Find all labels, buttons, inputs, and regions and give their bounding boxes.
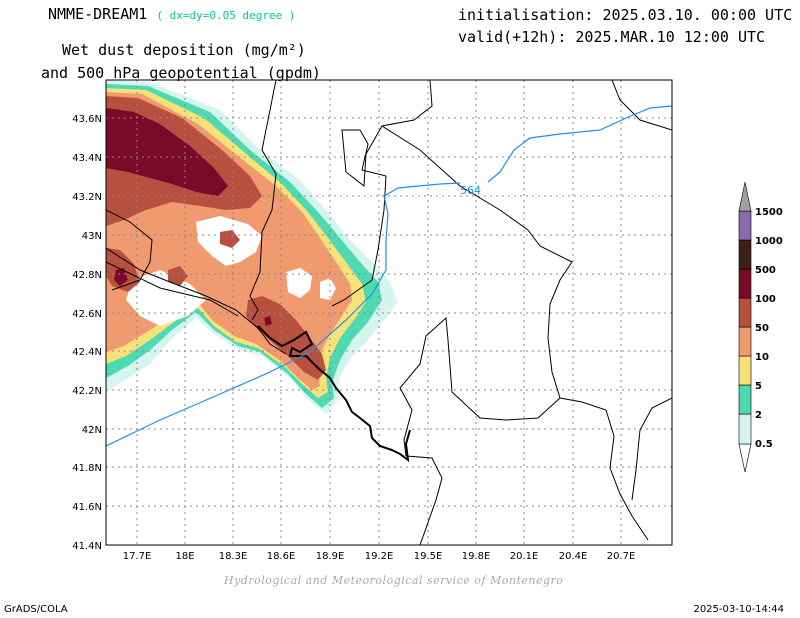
- country-border-3: [381, 125, 573, 399]
- deposition-100-c: [264, 316, 272, 326]
- country-border-9: [106, 261, 239, 317]
- lat-label: 43N: [82, 231, 102, 242]
- model-name: NMME-DREAM1 ( dx=dy=0.05 degree ): [48, 5, 295, 23]
- deposition-100-b: [114, 268, 128, 286]
- lat-label: 42N: [82, 425, 102, 436]
- legend-swatch-10: [738, 326, 752, 357]
- country-border-7: [106, 209, 153, 291]
- legend-swatch-0.5: [738, 413, 752, 445]
- legend-swatch-1000: [738, 210, 752, 241]
- legend-arrow-top: [738, 181, 752, 212]
- borders: [106, 80, 672, 545]
- geopotential-contour: 564: [106, 105, 672, 447]
- legend-arrow-bottom: [738, 443, 752, 473]
- lat-label: 42.8N: [72, 270, 102, 281]
- lat-label: 41.4N: [72, 541, 102, 552]
- color-bar-legend: [738, 181, 752, 473]
- white-gap-2: [286, 268, 312, 298]
- country-border-1: [341, 80, 433, 187]
- legend-label: 100: [755, 294, 776, 305]
- deposition-50-c: [168, 266, 188, 286]
- legend-label: 500: [755, 265, 776, 276]
- country-border-11: [405, 455, 443, 545]
- country-border-4: [559, 397, 649, 541]
- coastline: [257, 325, 411, 463]
- legend-label: 10: [755, 352, 769, 363]
- initialisation-time: initialisation: 2025.03.10. 00:00 UTC: [458, 6, 793, 24]
- grid-lines: [106, 80, 672, 545]
- country-border-12: [611, 80, 672, 131]
- longitude-labels: 17.7E 18E 18.3E 18.6E 18.9E 19.2E 19.5E …: [123, 551, 636, 562]
- country-border-5: [399, 316, 561, 457]
- white-gap-4: [126, 270, 206, 326]
- legend-label: 5: [755, 381, 762, 392]
- lon-label: 18E: [175, 551, 194, 562]
- legend-label: 1500: [755, 207, 783, 218]
- lon-label: 18.3E: [219, 551, 248, 562]
- latitude-labels: 43.6N 43.4N 43.2N 43N 42.8N 42.6N 42.4N …: [72, 114, 102, 552]
- country-border-10: [249, 80, 277, 321]
- lat-label: 42.2N: [72, 386, 102, 397]
- country-border-2: [331, 129, 387, 307]
- lon-label: 20.4E: [559, 551, 588, 562]
- legend-label: 0.5: [755, 439, 773, 450]
- lon-label: 17.7E: [123, 551, 152, 562]
- lat-label: 43.2N: [72, 192, 102, 203]
- map-frame: [105, 79, 673, 546]
- lon-label: 19.8E: [462, 551, 491, 562]
- legend-label: 1000: [755, 236, 783, 247]
- lat-label: 41.8N: [72, 463, 102, 474]
- resolution-note: ( dx=dy=0.05 degree ): [156, 9, 296, 22]
- legend-swatch-2: [738, 384, 752, 415]
- white-gap-3: [320, 278, 336, 300]
- lat-label: 42.4N: [72, 347, 102, 358]
- country-border-6: [631, 397, 672, 501]
- contour-564: [106, 105, 672, 447]
- deposition-50-d: [220, 230, 240, 248]
- valid-time: valid(+12h): 2025.MAR.10 12:00 UTC: [458, 28, 766, 46]
- footer-timestamp: 2025-03-10-14:44: [693, 604, 784, 615]
- lat-label: 43.4N: [72, 153, 102, 164]
- lon-label: 18.6E: [267, 551, 296, 562]
- footer-software: GrADS/COLA: [4, 604, 68, 615]
- legend-swatch-50: [738, 297, 752, 328]
- legend-swatch-100: [738, 268, 752, 299]
- model-title: NMME-DREAM1: [48, 5, 148, 23]
- lat-label: 43.6N: [72, 114, 102, 125]
- legend-labels: 0.5 2 5 10 50 100 500 1000 1500: [755, 207, 783, 450]
- lon-label: 19.5E: [414, 551, 443, 562]
- contour-label: 564: [460, 184, 481, 197]
- lon-label: 18.9E: [316, 551, 345, 562]
- credit-line: Hydrological and Meteorological service …: [224, 574, 564, 587]
- lon-label: 20.7E: [607, 551, 636, 562]
- lon-label: 19.2E: [365, 551, 394, 562]
- map-title-line1: Wet dust deposition (mg/m²): [62, 41, 306, 59]
- lon-label: 20.1E: [510, 551, 539, 562]
- map-title-line2: and 500 hPa geopotential (gpdm): [41, 64, 321, 82]
- legend-swatch-5: [738, 355, 752, 386]
- country-border-8: [106, 247, 287, 355]
- deposition-50-b: [246, 296, 326, 380]
- legend-label: 50: [755, 323, 769, 334]
- lat-label: 41.6N: [72, 502, 102, 513]
- lat-label: 42.6N: [72, 309, 102, 320]
- dust-deposition-field: [106, 80, 398, 414]
- legend-swatch-500: [738, 239, 752, 270]
- legend-label: 2: [755, 410, 762, 421]
